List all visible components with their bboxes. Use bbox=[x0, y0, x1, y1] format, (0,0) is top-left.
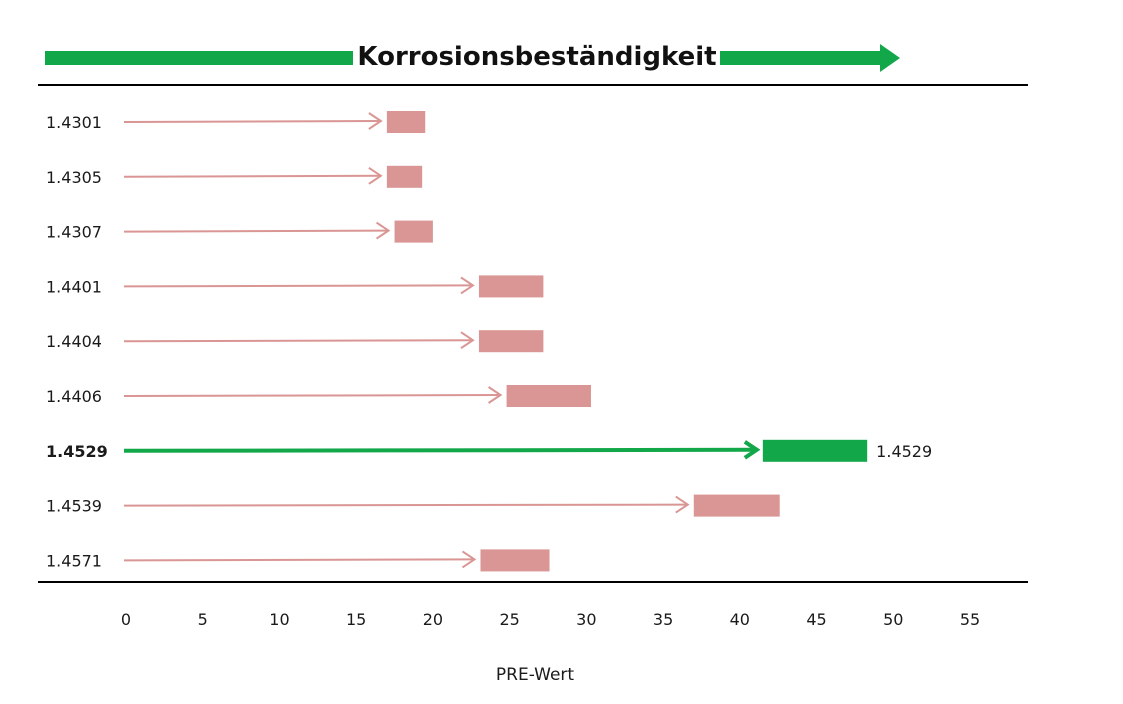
x-tick-labels: 0 5 10 15 20 25 30 35 40 45 50 55 bbox=[121, 610, 980, 629]
row-label: 1.4571 bbox=[46, 551, 102, 570]
row-arrow-head bbox=[375, 221, 391, 240]
range-bar bbox=[693, 494, 780, 517]
range-bar bbox=[386, 111, 426, 133]
row-label: 1.4301 bbox=[46, 113, 102, 132]
row-label: 1.4404 bbox=[46, 332, 102, 351]
x-tick-label: 20 bbox=[423, 610, 443, 629]
row-arrow-head bbox=[368, 112, 383, 130]
range-bar bbox=[478, 330, 544, 353]
row-arrow-line bbox=[123, 558, 475, 562]
x-tick-label: 10 bbox=[269, 610, 289, 629]
x-tick-label: 5 bbox=[198, 610, 208, 629]
row-arrow-line bbox=[123, 503, 688, 507]
row-arrow-line bbox=[123, 447, 757, 453]
x-tick-label: 50 bbox=[883, 610, 903, 629]
row-arrow-head bbox=[461, 550, 477, 569]
range-bar bbox=[480, 549, 550, 572]
row-arrow-line bbox=[123, 394, 501, 397]
row-label: 1.4539 bbox=[46, 497, 102, 516]
x-tick-label: 15 bbox=[346, 610, 366, 629]
row-arrow-line bbox=[123, 120, 381, 123]
x-tick-label: 0 bbox=[121, 610, 131, 629]
row-arrow-line bbox=[123, 174, 381, 178]
range-bar bbox=[386, 165, 423, 188]
x-tick-label: 30 bbox=[576, 610, 596, 629]
row-arrow-head bbox=[460, 276, 475, 295]
row-arrow-head bbox=[368, 166, 383, 185]
x-tick-label: 25 bbox=[499, 610, 519, 629]
row-arrow-head bbox=[488, 386, 503, 404]
row-label: 1.4305 bbox=[46, 168, 102, 187]
highlight-value-label: 1.4529 bbox=[876, 442, 932, 461]
x-tick-label: 40 bbox=[730, 610, 750, 629]
title-arrow-shaft-left bbox=[45, 51, 353, 65]
x-tick-label: 35 bbox=[653, 610, 673, 629]
row-arrow-line bbox=[123, 284, 473, 288]
row-label: 1.4307 bbox=[46, 223, 102, 242]
x-axis-title: PRE-Wert bbox=[496, 665, 575, 685]
row-arrow-line bbox=[123, 229, 389, 233]
row-label: 1.4406 bbox=[46, 387, 102, 406]
x-tick-label: 45 bbox=[806, 610, 826, 629]
row-label: 1.4529 bbox=[46, 442, 108, 461]
title-arrow bbox=[45, 44, 900, 72]
row-arrow-head bbox=[675, 495, 690, 514]
row-arrow-head bbox=[460, 331, 475, 350]
row-label: 1.4401 bbox=[46, 277, 102, 296]
x-tick-label: 55 bbox=[960, 610, 980, 629]
range-bar bbox=[506, 385, 591, 407]
title-arrow-head bbox=[880, 44, 900, 72]
range-bar bbox=[394, 220, 433, 243]
row-arrow-head bbox=[743, 440, 761, 460]
title-arrow-shaft-right bbox=[720, 51, 882, 65]
row-arrow-line bbox=[123, 339, 473, 343]
range-bar bbox=[478, 275, 544, 298]
range-bar bbox=[762, 439, 868, 462]
chart-title: Korrosionsbeständigkeit bbox=[357, 42, 716, 72]
rows-group: 1.4301 1.4305 1.4307 1.4401 1.4404 1.4406 1.45… bbox=[46, 111, 932, 572]
